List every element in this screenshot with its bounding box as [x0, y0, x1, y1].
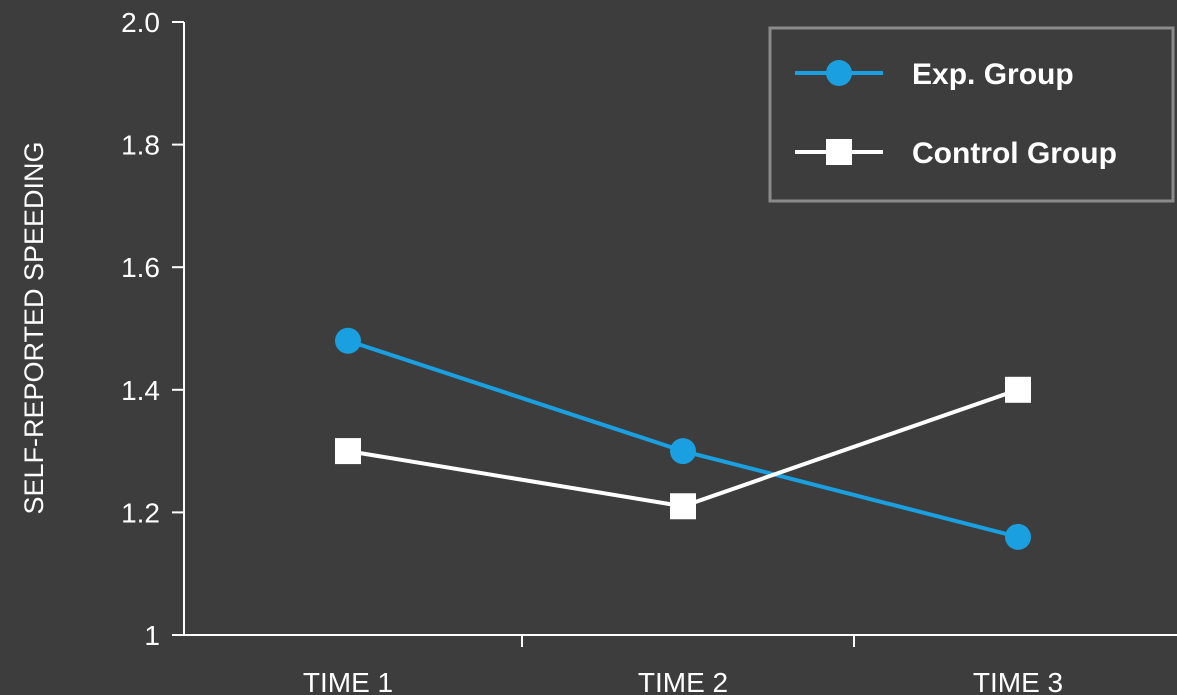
- legend-marker: [826, 60, 852, 86]
- x-tick-label: TIME 3: [973, 667, 1063, 695]
- legend: Exp. Group Control Group: [768, 26, 1175, 203]
- series-exp-group: [335, 327, 1031, 550]
- x-tick-label: TIME 1: [303, 667, 393, 695]
- data-point: [670, 493, 696, 520]
- y-ticks: 1 1.2 1.4 1.6 1.8 2.0: [121, 7, 184, 651]
- y-tick-label: 1: [144, 620, 160, 651]
- y-tick-label: 2.0: [121, 7, 160, 38]
- legend-label: Exp. Group: [912, 58, 1074, 91]
- axes: 1 1.2 1.4 1.6 1.8 2.0 TIME 1 TIME 2 TIME 3 SELF…: [19, 7, 1177, 695]
- legend-item: Control Group: [795, 137, 1117, 170]
- legend-box: [768, 26, 1175, 203]
- data-point: [335, 438, 361, 465]
- y-tick-label: 1.8: [121, 130, 160, 161]
- x-ticks: TIME 1 TIME 2 TIME 3: [303, 635, 1063, 695]
- legend-items: Exp. Group Control Group: [795, 58, 1117, 170]
- y-tick-label: 1.6: [121, 252, 160, 283]
- x-tick-label: TIME 2: [638, 667, 728, 695]
- series-layer: [335, 327, 1031, 550]
- legend-item: Exp. Group: [795, 58, 1074, 91]
- legend-label: Control Group: [912, 137, 1117, 170]
- series-control-group: [335, 376, 1031, 520]
- data-point: [670, 438, 696, 465]
- data-point: [335, 327, 361, 354]
- y-tick-label: 1.4: [121, 375, 160, 406]
- legend-marker: [826, 139, 852, 165]
- data-point: [1005, 376, 1031, 403]
- y-axis-title: SELF-REPORTED SPEEDING: [19, 141, 49, 514]
- data-point: [1005, 523, 1031, 550]
- y-tick-label: 1.2: [121, 497, 160, 528]
